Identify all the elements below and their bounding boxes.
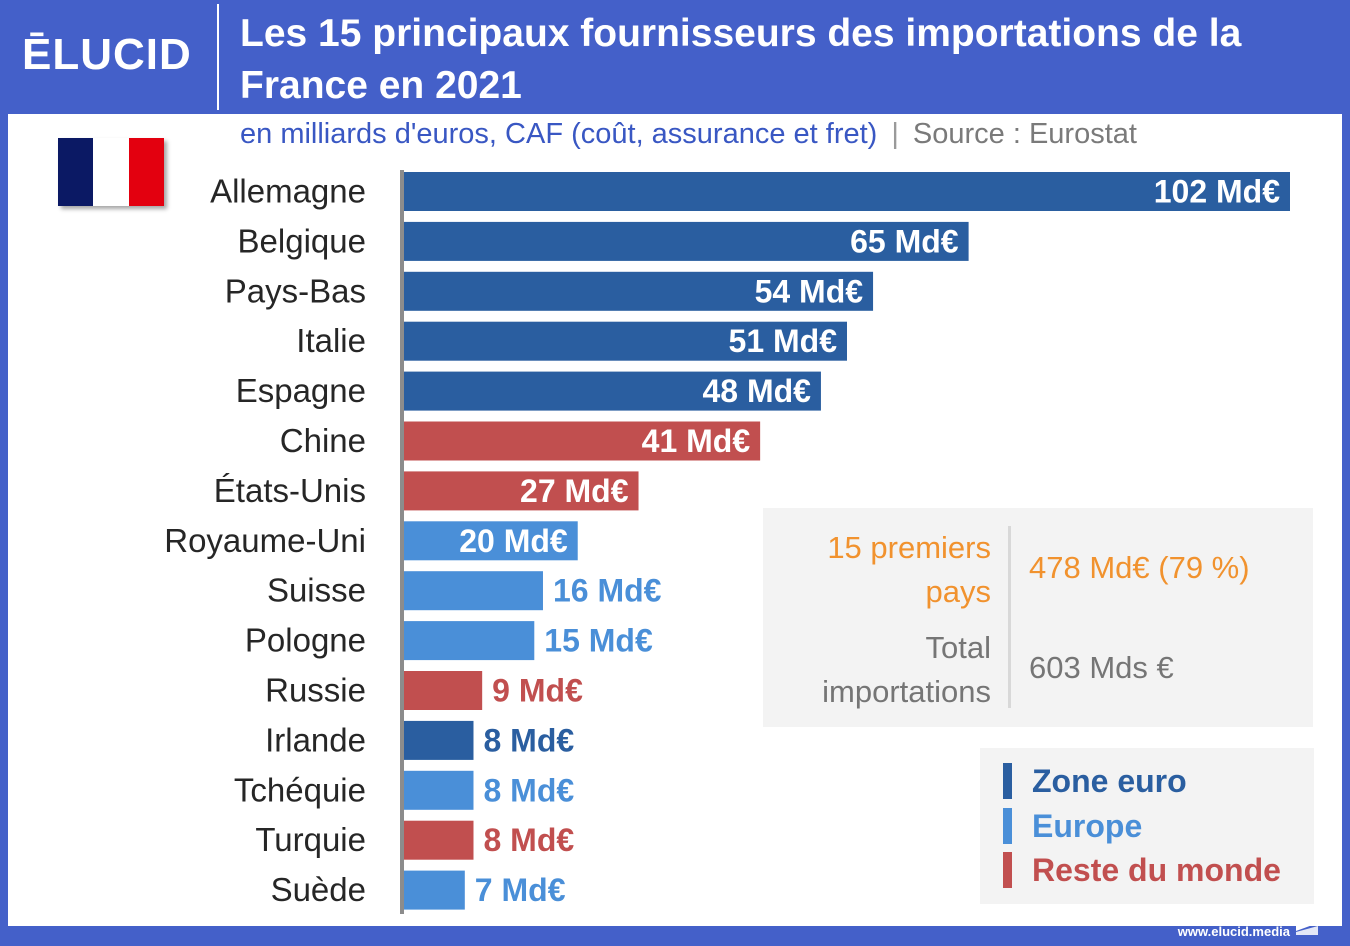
value-label: 41 Md€ <box>642 423 751 459</box>
elucid-corner-mark-icon <box>1296 917 1318 935</box>
category-label: Italie <box>296 322 366 359</box>
summary-box: 15 premiers pays 478 Md€ (79 %) Total im… <box>763 508 1313 727</box>
footer-url: www.elucid.media <box>1177 924 1290 939</box>
total-label: Total importations <box>822 630 991 709</box>
category-label: Pays-Bas <box>225 272 366 309</box>
subtitle-separator: | <box>891 118 899 150</box>
bar <box>404 820 474 860</box>
category-label: Russie <box>265 672 366 709</box>
value-label: 8 Md€ <box>483 822 574 858</box>
elucid-logo: ĒLUCID <box>22 30 192 79</box>
bar <box>404 271 874 311</box>
france-flag-icon <box>58 138 164 206</box>
category-label: Irlande <box>265 721 366 758</box>
legend-swatch-reste-du-monde <box>1003 852 1012 888</box>
value-label: 8 Md€ <box>483 772 574 808</box>
legend-swatch-europe <box>1003 808 1012 844</box>
value-label: 48 Md€ <box>702 373 811 409</box>
bar <box>404 770 474 810</box>
bar <box>404 371 821 411</box>
value-label: 54 Md€ <box>755 273 864 309</box>
legend-swatch-zone-euro <box>1003 763 1012 799</box>
legend-label-zone-euro: Zone euro <box>1032 762 1187 799</box>
legend-label-reste-du-monde: Reste du monde <box>1032 851 1281 888</box>
total-value: 603 Mds € <box>1029 650 1174 685</box>
value-label: 65 Md€ <box>850 223 959 259</box>
value-label: 20 Md€ <box>459 523 568 559</box>
subtitle-row: en milliards d'euros, CAF (coût, assuran… <box>240 118 1137 151</box>
value-label: 27 Md€ <box>520 473 629 509</box>
category-label: Pologne <box>245 622 366 659</box>
bar <box>404 870 465 910</box>
bar <box>404 621 535 661</box>
bar <box>404 720 474 760</box>
bar <box>404 421 761 461</box>
category-label: Suisse <box>267 572 366 609</box>
bar <box>404 321 847 361</box>
category-label: Espagne <box>236 372 366 409</box>
bar <box>404 172 1290 211</box>
header-divider <box>217 4 219 110</box>
chart-title: Les 15 principaux fournisseurs des impor… <box>240 12 1242 107</box>
legend-item-europe: Europe <box>1003 807 1142 845</box>
bar <box>404 571 543 611</box>
value-label: 16 Md€ <box>553 573 662 609</box>
top15-value: 478 Md€ (79 %) <box>1029 550 1250 585</box>
value-label: 51 Md€ <box>729 323 838 359</box>
bar <box>404 671 483 710</box>
chart-subtitle: en milliards d'euros, CAF (coût, assuran… <box>240 118 878 150</box>
chart-legend: Zone euro Europe Reste du monde <box>980 748 1314 904</box>
bar <box>404 521 578 561</box>
top15-label: 15 premiers pays <box>827 530 991 609</box>
legend-item-reste-du-monde: Reste du monde <box>1003 851 1281 889</box>
bar <box>404 471 639 511</box>
source-note: Source : Eurostat <box>912 118 1137 150</box>
summary-divider <box>1008 526 1011 708</box>
legend-label-europe: Europe <box>1032 807 1143 844</box>
header-banner: ĒLUCID Les 15 principaux fournisseurs de… <box>0 0 1350 114</box>
category-label: Allemagne <box>210 173 366 210</box>
category-label: Royaume-Uni <box>164 522 366 559</box>
category-label: Tchéquie <box>234 771 366 808</box>
value-label: 8 Md€ <box>483 722 574 758</box>
bar <box>404 221 969 261</box>
value-label: 9 Md€ <box>492 673 583 709</box>
category-label: Belgique <box>238 222 366 259</box>
category-label: États-Unis <box>214 472 366 509</box>
value-label: 15 Md€ <box>544 623 653 659</box>
legend-item-zone-euro: Zone euro <box>1003 762 1187 800</box>
category-label: Turquie <box>255 821 366 858</box>
value-label: 7 Md€ <box>475 872 566 908</box>
category-label: Suède <box>271 871 366 908</box>
category-label: Chine <box>280 422 366 459</box>
value-label: 102 Md€ <box>1154 174 1280 210</box>
